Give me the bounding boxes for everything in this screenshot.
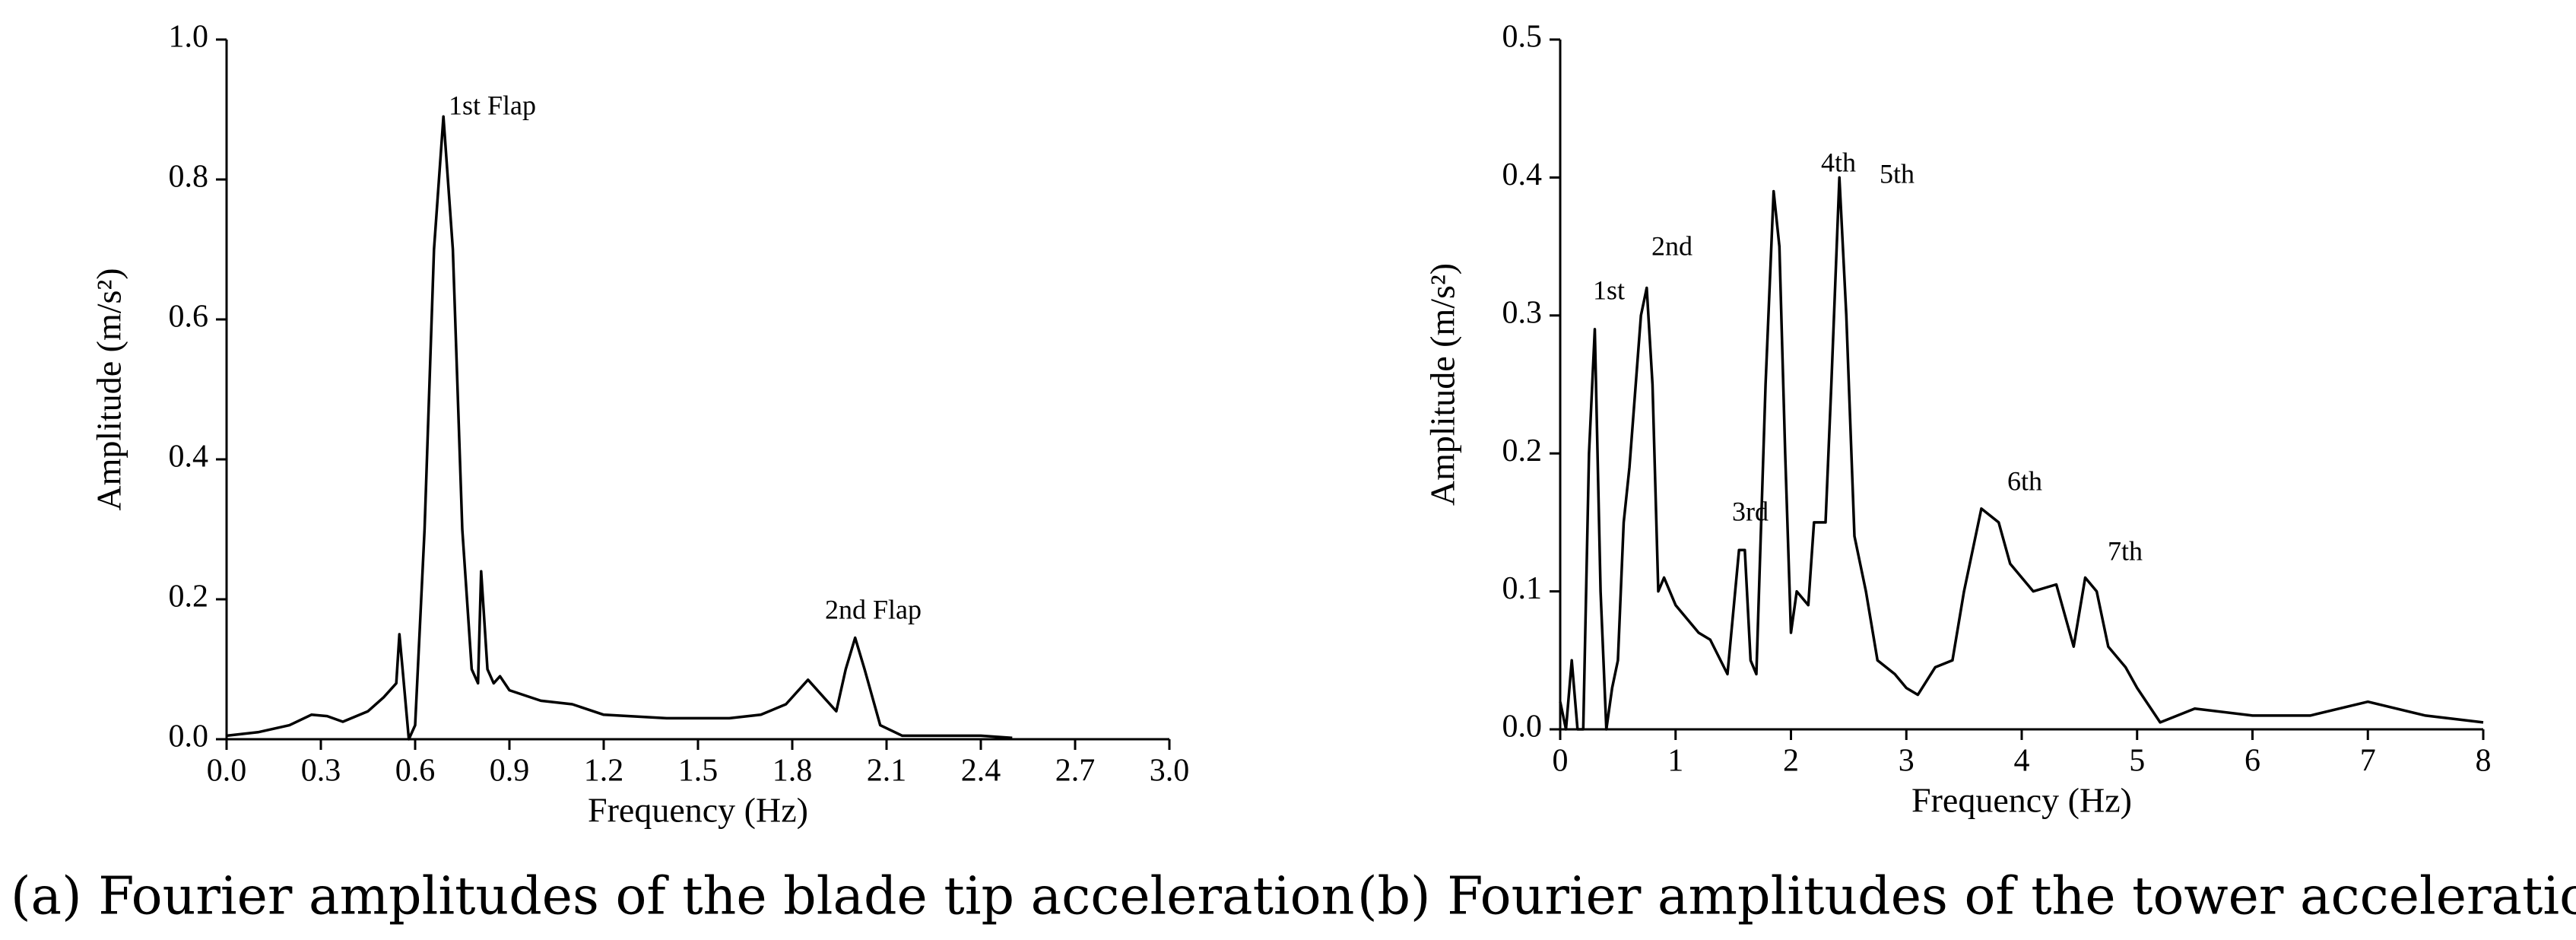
y-tick-label: 0.0 — [169, 719, 209, 754]
x-axis-label: Frequency (Hz) — [588, 791, 808, 830]
x-tick-label: 2.7 — [1055, 754, 1096, 789]
y-tick-label: 0.4 — [1502, 157, 1543, 192]
x-tick-label: 3.0 — [1150, 754, 1190, 789]
annotation: 6th — [2007, 465, 2042, 496]
x-tick-label: 1.5 — [678, 754, 719, 789]
x-tick-label: 2.4 — [961, 754, 1001, 789]
y-tick-label: 0.3 — [1502, 295, 1543, 330]
y-axis-label: Amplitude (m/s²) — [1423, 263, 1462, 506]
x-tick-label: 2 — [1783, 744, 1799, 779]
annotation: 7th — [2108, 535, 2143, 566]
x-tick-label: 0 — [1553, 744, 1569, 779]
y-tick-label: 0.5 — [1502, 20, 1543, 55]
x-tick-label: 0.0 — [207, 754, 247, 789]
x-axis-label: Frequency (Hz) — [1911, 781, 2132, 820]
annotation: 3rd — [1732, 496, 1769, 526]
annotation: 2nd Flap — [825, 594, 922, 624]
x-tick-label: 0.6 — [395, 754, 436, 789]
annotation: 1st — [1593, 275, 1625, 305]
y-tick-label: 0.4 — [169, 440, 209, 475]
x-tick-label: 2.1 — [867, 754, 907, 789]
x-tick-label: 6 — [2244, 744, 2260, 779]
data-line — [1559, 176, 2484, 731]
y-tick-label: 0.0 — [1502, 710, 1543, 745]
annotation: 2nd — [1651, 230, 1692, 261]
caption: (a) Fourier amplitudes of the blade tip … — [11, 867, 1354, 927]
x-tick-label: 8 — [2476, 744, 2492, 779]
x-tick-label: 1 — [1667, 744, 1683, 779]
y-tick-label: 0.6 — [169, 300, 209, 335]
annotation: 1st Flap — [449, 90, 536, 120]
caption: (b) Fourier amplitudes of the tower acce… — [1357, 867, 2576, 927]
x-tick-label: 1.2 — [584, 754, 624, 789]
x-tick-label: 5 — [2129, 744, 2145, 779]
x-tick-label: 4 — [2014, 744, 2030, 779]
y-axis-label: Amplitude (m/s²) — [90, 268, 128, 510]
annotation: 5th — [1880, 158, 1915, 189]
y-tick-label: 0.8 — [169, 160, 209, 195]
y-tick-label: 0.1 — [1502, 571, 1543, 606]
x-tick-label: 0.9 — [490, 754, 530, 789]
y-tick-label: 0.2 — [1502, 433, 1543, 468]
x-tick-label: 1.8 — [772, 754, 813, 789]
y-tick-label: 0.2 — [169, 580, 209, 614]
x-tick-label: 0.3 — [301, 754, 341, 789]
annotation: 4th — [1821, 147, 1856, 177]
y-tick-label: 1.0 — [169, 20, 209, 55]
x-tick-label: 3 — [1899, 744, 1915, 779]
data-line — [226, 115, 1013, 741]
x-tick-label: 7 — [2360, 744, 2376, 779]
